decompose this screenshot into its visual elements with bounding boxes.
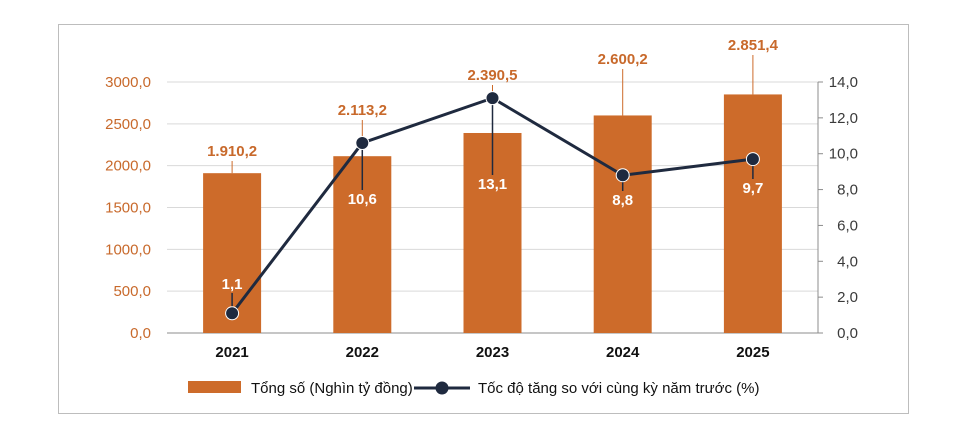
point-value-label: 8,8 [612, 192, 633, 209]
line-marker [745, 152, 760, 167]
point-value-label: 1,1 [222, 276, 243, 293]
line-marker [485, 91, 500, 106]
x-tick-label: 2022 [346, 344, 379, 361]
legend-swatch-bar [188, 381, 241, 393]
point-value-label: 10,6 [348, 191, 377, 208]
x-tick-label: 2023 [476, 344, 509, 361]
y-right-tick-label: 8,0 [837, 182, 858, 199]
y-left-tick-label: 2500,0 [105, 116, 151, 133]
line-marker [615, 168, 630, 183]
line-marker [355, 135, 370, 150]
y-right-tick-label: 4,0 [837, 253, 858, 270]
bar-value-label: 1.910,2 [207, 143, 257, 160]
bar-value-label: 2.600,2 [598, 51, 648, 68]
bar-value-label: 2.851,4 [728, 37, 779, 54]
bar [723, 94, 782, 334]
line-series [225, 91, 760, 321]
y-right-tick-label: 0,0 [837, 325, 858, 342]
y-left-tick-label: 500,0 [113, 283, 151, 300]
legend: Tổng số (Nghìn tỷ đồng) Tốc độ tăng so vớ… [188, 380, 759, 397]
legend-label-line: Tốc độ tăng so với cùng kỳ năm trước (%) [478, 380, 759, 397]
bar-value-label: 2.390,5 [467, 67, 517, 84]
point-value-label: 9,7 [742, 180, 763, 197]
y-right-tick-label: 12,0 [829, 110, 858, 127]
legend-marker-line [435, 381, 449, 395]
legend-label-bar: Tổng số (Nghìn tỷ đồng) [251, 380, 413, 397]
bar [593, 115, 652, 333]
x-tick-label: 2021 [215, 344, 248, 361]
y-left-tick-label: 0,0 [130, 325, 151, 342]
x-tick-label: 2024 [606, 344, 640, 361]
data-labels: 1.910,2 2.113,2 2.390,5 2.600,2 2.851,4 1,1 10… [207, 37, 779, 293]
bar-series [203, 94, 782, 334]
y-left-tick-label: 1000,0 [105, 241, 151, 258]
chart-frame [58, 24, 909, 414]
line-marker [225, 306, 240, 321]
y-right-tick-label: 6,0 [837, 217, 858, 234]
y-left-tick-label: 2000,0 [105, 158, 151, 175]
x-tick-label: 2025 [736, 344, 769, 361]
point-value-label: 13,1 [478, 176, 507, 193]
bar-value-label: 2.113,2 [338, 102, 387, 119]
y-right-tick-label: 14,0 [829, 74, 858, 91]
y-right-tick-label: 2,0 [837, 289, 858, 306]
y-right-tick-label: 10,0 [829, 146, 858, 163]
y-left-tick-label: 3000,0 [105, 74, 151, 91]
y-left-tick-label: 1500,0 [105, 200, 151, 217]
